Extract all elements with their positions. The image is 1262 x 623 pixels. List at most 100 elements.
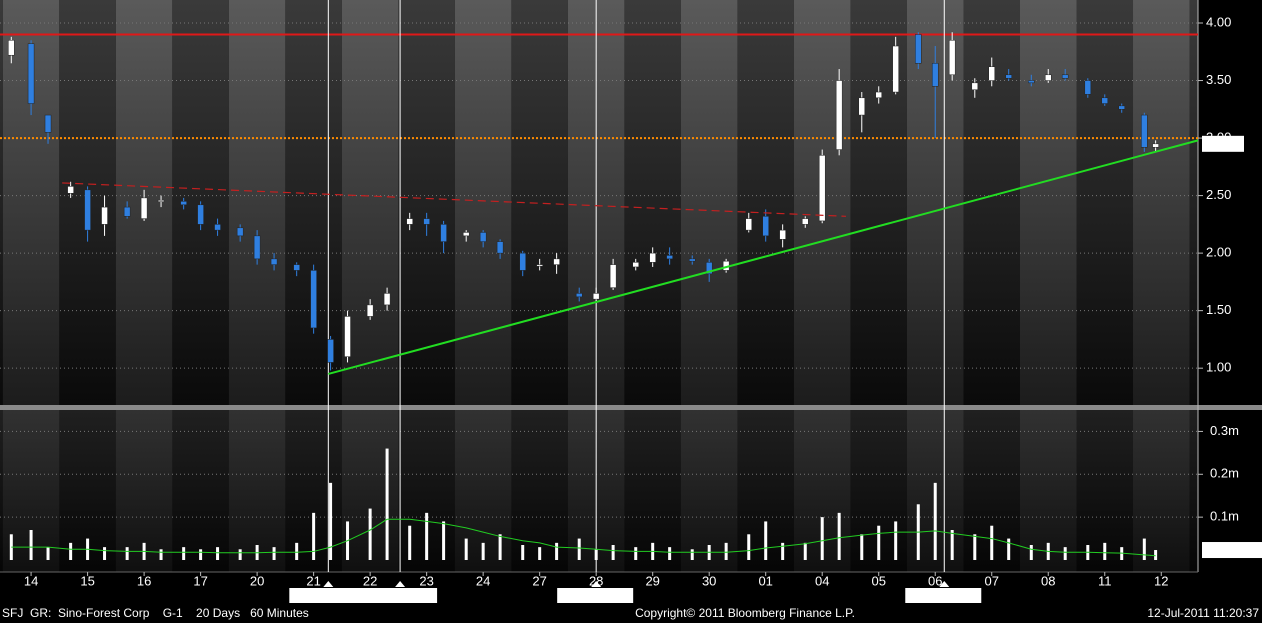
volume-bar (764, 521, 768, 560)
marker-triangle (323, 581, 334, 587)
x-tick-label: 28 (589, 573, 603, 588)
y-tick-label: 2.00 (1206, 245, 1231, 260)
volume-bar (312, 512, 316, 560)
y-tick-label: 4.00 (1206, 14, 1231, 29)
volume-bar (594, 549, 598, 560)
last-volume-box (1202, 542, 1262, 559)
y-tick-label: 1.00 (1206, 360, 1231, 375)
marker-triangle (939, 581, 950, 587)
candle-body (1084, 80, 1092, 95)
candle-body (575, 293, 583, 298)
candle-body (180, 201, 187, 206)
candle-body (67, 186, 74, 194)
candle-body (519, 252, 526, 271)
day-band (398, 0, 455, 405)
x-tick-label: 11 (1098, 573, 1112, 588)
volume-bar (408, 525, 412, 560)
volume-bar (329, 482, 333, 560)
candle-body (988, 66, 995, 81)
volume-bar (781, 542, 785, 560)
candle-body (197, 204, 204, 225)
volume-bar (272, 547, 276, 560)
volume-bar (385, 448, 389, 560)
volume-bar (950, 530, 954, 560)
candle-body (705, 262, 713, 275)
candle-body (835, 80, 843, 150)
day-band (228, 0, 286, 405)
volume-bar (1007, 538, 1011, 560)
candle-body (1005, 74, 1012, 79)
day-band (624, 0, 681, 405)
marker-label: 06/23 09:00 (362, 587, 431, 602)
volume-bar (820, 517, 824, 560)
day-band (1076, 0, 1134, 405)
y-tick-label: 1.50 (1206, 302, 1231, 317)
candle-body (344, 316, 351, 357)
candle-body (892, 45, 899, 93)
day-band (1189, 410, 1198, 572)
candle-body (858, 97, 866, 116)
volume-average-line (11, 518, 1156, 557)
marker-label-box (905, 588, 982, 603)
last-volume-label: 23273.00 (1205, 541, 1259, 556)
x-tick-label: 12 (1154, 573, 1168, 588)
candle-body (462, 232, 470, 237)
volume-bar (837, 512, 841, 560)
volume-bar (216, 547, 220, 560)
candle-body (123, 206, 131, 217)
last-price-label: 2.95 (1206, 135, 1231, 150)
volume-bar (425, 512, 429, 560)
volume-bar (747, 534, 751, 560)
candle-body (440, 224, 447, 242)
candle-body (496, 241, 504, 254)
candle-body (44, 114, 52, 133)
day-band (454, 0, 512, 405)
candle-body (140, 197, 148, 219)
volume-bar (103, 547, 107, 560)
x-tick-label: 20 (250, 573, 264, 588)
volume-bar (611, 545, 615, 560)
x-tick-label: 01 (758, 573, 772, 588)
last-price-box (1202, 135, 1244, 152)
marker-triangle (591, 581, 602, 587)
y-tick-label: 2.50 (1206, 187, 1231, 202)
candle-body (479, 232, 487, 242)
candle-body (8, 40, 15, 56)
x-tick-label: 05 (871, 573, 885, 588)
candle-body (666, 255, 673, 260)
volume-bar (442, 521, 446, 560)
volume-bar (803, 542, 807, 560)
candle-body (818, 155, 826, 222)
volume-bar (1154, 550, 1158, 560)
volume-bar (634, 547, 638, 560)
volume-bar (238, 549, 242, 560)
volume-bar (894, 521, 898, 560)
candle-body (383, 293, 391, 306)
trend-line (62, 182, 846, 217)
candle-body (327, 339, 334, 363)
candle-body (310, 270, 317, 329)
candle-body (1152, 143, 1159, 148)
volume-bar (1103, 542, 1107, 560)
volume-bar (538, 547, 542, 560)
x-tick-label: 29 (645, 573, 659, 588)
footer-timestamp: 12-Jul-2011 11:20:37 (1147, 606, 1259, 620)
candle-body (253, 235, 261, 260)
x-tick-label: 15 (80, 573, 94, 588)
volume-bar (877, 525, 881, 560)
x-tick-label: 22 (363, 573, 377, 588)
x-tick-label: 08 (1041, 573, 1055, 588)
volume-bar (1142, 538, 1146, 560)
volume-bar (498, 534, 502, 560)
candle-body (745, 218, 752, 231)
volume-bar (159, 549, 163, 560)
candle-body (536, 264, 543, 267)
volume-bar (368, 508, 372, 560)
candle-body (592, 293, 600, 300)
candle-body (236, 227, 244, 237)
volume-bar (125, 547, 129, 560)
footer-left: SFJ GR: Sino-Forest Corp G-1 20 Days 60 … (2, 606, 309, 620)
x-tick-label: 06 (928, 573, 942, 588)
candle-body (1028, 80, 1035, 84)
